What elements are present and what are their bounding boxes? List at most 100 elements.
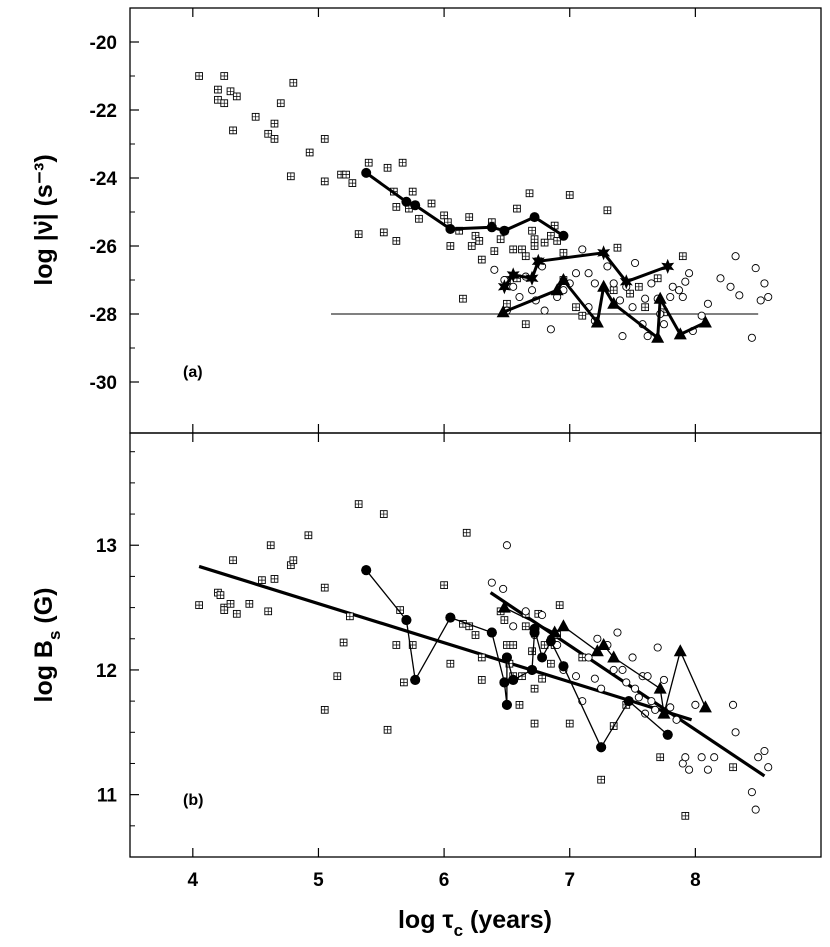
open-circle-point bbox=[509, 282, 518, 291]
boxed-point-cross bbox=[348, 179, 356, 187]
boxed-point-cross bbox=[287, 172, 295, 180]
open-circle-point bbox=[590, 279, 599, 288]
boxed-point-cross bbox=[547, 660, 555, 668]
boxed-point-cross bbox=[679, 252, 687, 260]
open-circle-point bbox=[628, 653, 637, 662]
open-circle-point bbox=[751, 805, 760, 814]
triangle-point bbox=[673, 327, 687, 340]
boxed-point-cross bbox=[289, 556, 297, 564]
boxed-point-cross bbox=[195, 72, 203, 80]
x-tick-label: 8 bbox=[690, 870, 701, 891]
filled-circle-point bbox=[529, 212, 540, 223]
open-circle-point bbox=[710, 753, 719, 762]
boxed-point-cross bbox=[475, 237, 483, 245]
boxed-point-cross bbox=[400, 679, 408, 686]
boxed-point-cross bbox=[509, 641, 517, 649]
panel-b-frame bbox=[129, 432, 822, 858]
boxed-point-cross bbox=[538, 675, 546, 683]
open-circle-point bbox=[609, 279, 618, 288]
boxed-point-cross bbox=[220, 72, 228, 80]
panel-b-points bbox=[195, 500, 773, 820]
filled-circle-point bbox=[486, 222, 497, 233]
open-circle-point bbox=[609, 665, 618, 674]
open-circle-point bbox=[754, 753, 763, 762]
filled-circle-point bbox=[445, 224, 456, 234]
boxed-point-cross bbox=[267, 541, 275, 549]
boxed-point-cross bbox=[305, 531, 312, 539]
open-circle-point bbox=[593, 634, 602, 643]
open-circle-point bbox=[490, 265, 499, 274]
boxed-point-cross bbox=[355, 500, 363, 508]
open-circle-point bbox=[578, 245, 587, 254]
boxed-point-cross bbox=[271, 135, 278, 143]
panel-a-series bbox=[361, 167, 712, 343]
triangle-point bbox=[698, 315, 712, 328]
fit-lines-group bbox=[198, 564, 766, 778]
boxed-point-cross bbox=[355, 230, 363, 238]
open-circle-point bbox=[584, 653, 593, 662]
open-circle-point bbox=[631, 258, 640, 268]
boxed-point-cross bbox=[490, 247, 498, 255]
boxed-point-cross bbox=[610, 286, 618, 294]
open-circle-point bbox=[618, 665, 627, 674]
boxed-point-cross bbox=[252, 113, 260, 121]
open-circle-point bbox=[731, 728, 740, 737]
open-circle-point bbox=[521, 607, 530, 616]
boxed-point-cross bbox=[245, 600, 253, 608]
boxed-point-cross bbox=[472, 631, 479, 639]
boxed-point-cross bbox=[522, 320, 530, 328]
panel-a-y-ticks: -30 -28 -26 -24 -22 -20 bbox=[90, 33, 139, 394]
star-point bbox=[661, 258, 675, 274]
open-circle-point bbox=[666, 703, 675, 712]
open-circle-point bbox=[747, 333, 756, 342]
boxed-point-cross bbox=[264, 130, 272, 138]
open-circle-point bbox=[674, 286, 684, 295]
boxed-point-cross bbox=[220, 606, 228, 614]
boxed-point-cross bbox=[541, 239, 548, 246]
x-tick-label: 7 bbox=[564, 870, 575, 891]
boxed-point-cross bbox=[342, 171, 350, 178]
open-circle-point bbox=[651, 705, 660, 714]
open-circle-point bbox=[618, 332, 627, 341]
filled-circle-point bbox=[529, 623, 540, 634]
boxed-point-cross bbox=[656, 753, 664, 761]
filled-circle-point bbox=[410, 200, 421, 211]
boxed-point-cross bbox=[578, 312, 586, 320]
open-circle-point bbox=[735, 291, 744, 300]
boxed-point-cross bbox=[365, 159, 373, 167]
triangle-point bbox=[653, 681, 667, 694]
boxed-point-cross bbox=[271, 575, 278, 583]
open-circle-point bbox=[509, 622, 518, 631]
boxed-point-cross bbox=[214, 96, 222, 104]
fit-line bbox=[198, 564, 693, 722]
boxed-point-cross bbox=[459, 295, 467, 303]
filled-circle-point bbox=[410, 674, 421, 685]
filled-circle-point bbox=[361, 565, 372, 576]
boxed-point-cross bbox=[531, 685, 538, 693]
triangle-point bbox=[550, 283, 564, 296]
boxed-point-cross bbox=[468, 242, 476, 250]
triangle-point bbox=[651, 330, 665, 343]
open-circle-point bbox=[672, 715, 681, 724]
boxed-point-cross bbox=[503, 300, 511, 308]
boxed-point-cross bbox=[641, 303, 649, 311]
panel-b-y-axis-title: log Bs (G) bbox=[30, 587, 64, 702]
boxed-point-cross bbox=[500, 616, 508, 624]
filled-circle-point bbox=[558, 661, 569, 672]
open-circle-point bbox=[603, 262, 612, 271]
open-circle-point bbox=[678, 292, 687, 302]
star-point bbox=[619, 274, 633, 290]
boxed-point-cross bbox=[321, 584, 329, 592]
open-circle-point bbox=[502, 541, 511, 550]
boxed-point-cross bbox=[405, 205, 413, 212]
boxed-point-cross bbox=[321, 706, 329, 714]
boxed-point-cross bbox=[229, 556, 237, 564]
open-circle-point bbox=[584, 269, 593, 278]
triangle-point bbox=[590, 644, 604, 657]
open-circle-point bbox=[668, 282, 677, 291]
y-axis-title-b-main: log B bbox=[30, 640, 58, 703]
filled-circle-point bbox=[499, 225, 510, 236]
boxed-point-cross bbox=[654, 274, 662, 282]
panel-a: -30 -28 -26 -24 -22 -20 (a) log |ν̈| (s⁻³) bbox=[30, 7, 822, 434]
triangle-point bbox=[556, 273, 570, 285]
